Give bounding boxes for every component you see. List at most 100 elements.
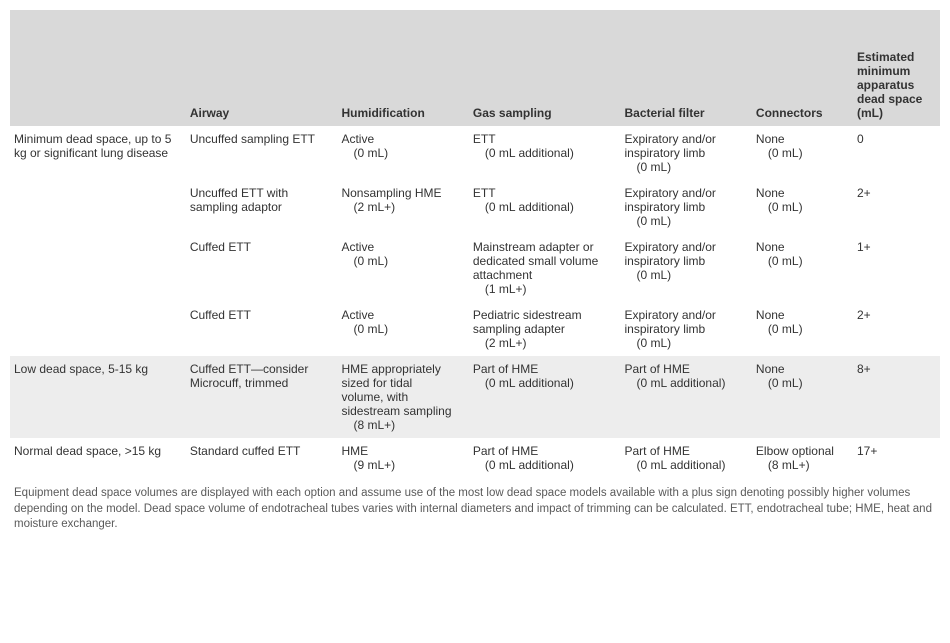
cell-humidification: HME(9 mL+) <box>333 438 464 478</box>
table-row: Low dead space, 5-15 kg Cuffed ETT—consid… <box>10 356 940 438</box>
cell-bacterial-filter-main: Part of HME <box>625 362 690 376</box>
cell-airway: Standard cuffed ETT <box>182 438 334 478</box>
cell-gas-sampling-main: Part of HME <box>473 444 538 458</box>
cell-airway: Uncuffed sampling ETT <box>182 126 334 180</box>
cell-gas-sampling: Part of HME(0 mL additional) <box>465 356 617 438</box>
col-header-gas: Gas sampling <box>465 10 617 126</box>
cell-connectors-main: None <box>756 186 785 200</box>
row-label: Minimum dead space, up to 5 kg or signif… <box>10 126 182 180</box>
cell-gas-sampling-sub: (0 mL additional) <box>473 376 609 390</box>
row-label: Normal dead space, >15 kg <box>10 438 182 478</box>
cell-gas-sampling: ETT(0 mL additional) <box>465 126 617 180</box>
cell-connectors: None(0 mL) <box>748 302 849 356</box>
table-row: Cuffed ETTActive(0 mL)Pediatric sidestre… <box>10 302 940 356</box>
cell-deadspace: 0 <box>849 126 940 180</box>
col-header-airway: Airway <box>182 10 334 126</box>
cell-connectors: None(0 mL) <box>748 356 849 438</box>
dead-space-table: Airway Humidification Gas sampling Bacte… <box>10 10 940 478</box>
cell-deadspace: 17+ <box>849 438 940 478</box>
col-header-filter: Bacterial filter <box>617 10 748 126</box>
col-header-deadspace: Estimated minimum apparatus dead space (… <box>849 10 940 126</box>
cell-connectors: None(0 mL) <box>748 234 849 302</box>
cell-humidification-main: Active <box>341 132 374 146</box>
cell-airway-main: Standard cuffed ETT <box>190 444 301 458</box>
cell-deadspace: 2+ <box>849 302 940 356</box>
cell-humidification-sub: (8 mL+) <box>341 418 456 432</box>
cell-airway-main: Uncuffed sampling ETT <box>190 132 315 146</box>
cell-humidification-main: HME appropriately sized for tidal volume… <box>341 362 451 418</box>
cell-connectors: None(0 mL) <box>748 180 849 234</box>
cell-bacterial-filter-sub: (0 mL) <box>625 336 740 350</box>
cell-bacterial-filter-sub: (0 mL additional) <box>625 458 740 472</box>
cell-connectors-sub: (0 mL) <box>756 146 841 160</box>
cell-bacterial-filter: Part of HME(0 mL additional) <box>617 438 748 478</box>
cell-deadspace: 2+ <box>849 180 940 234</box>
row-label <box>10 302 182 356</box>
cell-gas-sampling-main: Part of HME <box>473 362 538 376</box>
cell-airway: Cuffed ETT <box>182 234 334 302</box>
cell-humidification-main: Active <box>341 240 374 254</box>
row-label <box>10 234 182 302</box>
cell-gas-sampling: Pediatric sidestream sampling adapter(2 … <box>465 302 617 356</box>
cell-gas-sampling-sub: (0 mL additional) <box>473 200 609 214</box>
cell-deadspace: 1+ <box>849 234 940 302</box>
cell-humidification-sub: (0 mL) <box>341 146 456 160</box>
col-header-blank <box>10 10 182 126</box>
cell-gas-sampling-sub: (2 mL+) <box>473 336 609 350</box>
cell-humidification-main: Nonsampling HME <box>341 186 441 200</box>
cell-gas-sampling: Mainstream adapter or dedicated small vo… <box>465 234 617 302</box>
cell-connectors-main: None <box>756 240 785 254</box>
cell-deadspace: 8+ <box>849 356 940 438</box>
cell-connectors-sub: (0 mL) <box>756 322 841 336</box>
cell-gas-sampling-main: Pediatric sidestream sampling adapter <box>473 308 582 336</box>
cell-connectors: Elbow optional(8 mL+) <box>748 438 849 478</box>
cell-humidification-sub: (9 mL+) <box>341 458 456 472</box>
cell-airway-main: Cuffed ETT <box>190 240 251 254</box>
cell-connectors-sub: (8 mL+) <box>756 458 841 472</box>
cell-connectors-main: None <box>756 132 785 146</box>
cell-gas-sampling-main: Mainstream adapter or dedicated small vo… <box>473 240 598 282</box>
cell-bacterial-filter-sub: (0 mL) <box>625 214 740 228</box>
cell-humidification-main: Active <box>341 308 374 322</box>
cell-bacterial-filter-main: Expiratory and/or inspiratory limb <box>625 132 716 160</box>
cell-humidification-sub: (0 mL) <box>341 254 456 268</box>
col-header-conn: Connectors <box>748 10 849 126</box>
cell-humidification: HME appropriately sized for tidal volume… <box>333 356 464 438</box>
cell-connectors-sub: (0 mL) <box>756 200 841 214</box>
table-body: Minimum dead space, up to 5 kg or signif… <box>10 126 940 478</box>
cell-bacterial-filter: Expiratory and/or inspiratory limb(0 mL) <box>617 126 748 180</box>
cell-bacterial-filter-sub: (0 mL) <box>625 268 740 282</box>
table-footnote: Equipment dead space volumes are display… <box>10 478 940 537</box>
cell-bacterial-filter: Expiratory and/or inspiratory limb(0 mL) <box>617 234 748 302</box>
cell-gas-sampling: Part of HME(0 mL additional) <box>465 438 617 478</box>
cell-bacterial-filter: Part of HME(0 mL additional) <box>617 356 748 438</box>
cell-humidification: Active(0 mL) <box>333 302 464 356</box>
table-row: Normal dead space, >15 kg Standard cuffed… <box>10 438 940 478</box>
cell-bacterial-filter-main: Expiratory and/or inspiratory limb <box>625 186 716 214</box>
cell-bacterial-filter: Expiratory and/or inspiratory limb(0 mL) <box>617 180 748 234</box>
col-header-humid: Humidification <box>333 10 464 126</box>
cell-humidification-sub: (0 mL) <box>341 322 456 336</box>
cell-airway: Cuffed ETT—consider Microcuff, trimmed <box>182 356 334 438</box>
cell-humidification-sub: (2 mL+) <box>341 200 456 214</box>
cell-humidification: Active(0 mL) <box>333 234 464 302</box>
cell-connectors-sub: (0 mL) <box>756 376 841 390</box>
cell-bacterial-filter-main: Part of HME <box>625 444 690 458</box>
cell-connectors-sub: (0 mL) <box>756 254 841 268</box>
table-row: Minimum dead space, up to 5 kg or signif… <box>10 126 940 180</box>
cell-humidification: Nonsampling HME(2 mL+) <box>333 180 464 234</box>
cell-bacterial-filter-main: Expiratory and/or inspiratory limb <box>625 240 716 268</box>
cell-airway-main: Cuffed ETT—consider Microcuff, trimmed <box>190 362 309 390</box>
row-label <box>10 180 182 234</box>
cell-connectors: None(0 mL) <box>748 126 849 180</box>
cell-connectors-main: None <box>756 308 785 322</box>
row-label: Low dead space, 5-15 kg <box>10 356 182 438</box>
cell-humidification: Active(0 mL) <box>333 126 464 180</box>
cell-bacterial-filter-sub: (0 mL additional) <box>625 376 740 390</box>
cell-airway-main: Uncuffed ETT with sampling adaptor <box>190 186 288 214</box>
cell-gas-sampling-sub: (0 mL additional) <box>473 458 609 472</box>
table-row: Uncuffed ETT with sampling adaptor Nonsam… <box>10 180 940 234</box>
cell-airway: Cuffed ETT <box>182 302 334 356</box>
cell-airway: Uncuffed ETT with sampling adaptor <box>182 180 334 234</box>
table-header: Airway Humidification Gas sampling Bacte… <box>10 10 940 126</box>
